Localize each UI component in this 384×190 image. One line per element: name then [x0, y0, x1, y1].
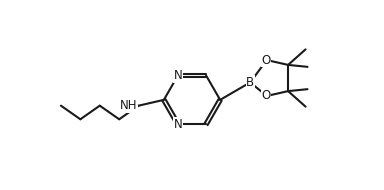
Text: O: O — [261, 89, 270, 102]
Text: N: N — [174, 69, 182, 82]
Text: O: O — [261, 54, 270, 66]
Text: B: B — [246, 76, 254, 89]
Text: N: N — [174, 118, 182, 131]
Text: NH: NH — [120, 99, 137, 112]
